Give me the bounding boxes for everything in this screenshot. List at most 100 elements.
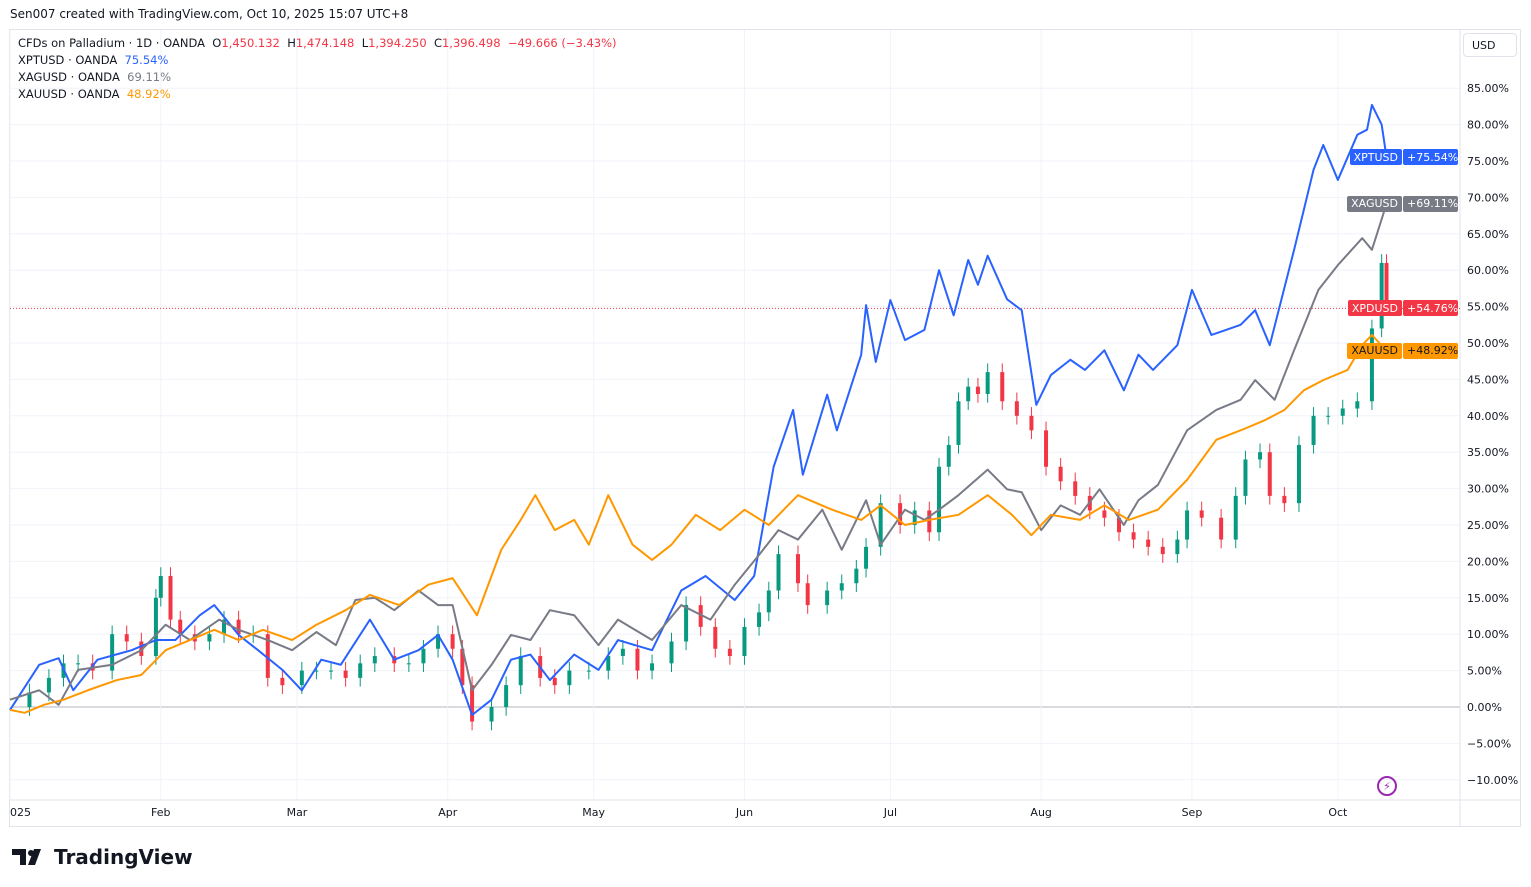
candle-body — [1296, 444, 1301, 504]
candle-body — [110, 634, 115, 671]
x-tick-label: Oct — [1328, 806, 1348, 819]
candle-body — [1219, 517, 1224, 540]
high-label: H — [287, 36, 296, 50]
candle-body — [329, 670, 334, 672]
candle-body — [1355, 401, 1360, 409]
y-tick-label: 45.00% — [1467, 373, 1509, 386]
attribution-text: Sen007 created with TradingView.com, Oct… — [10, 7, 409, 21]
candle-body — [406, 663, 411, 665]
change-value: −49.666 (−3.43%) — [507, 36, 617, 50]
compare-symbol: XAUUSD · OANDA — [18, 87, 120, 101]
candle-body — [1340, 408, 1345, 416]
candle-body — [937, 466, 942, 533]
candle-body — [1102, 510, 1107, 518]
series-line-xptusd — [9, 103, 1388, 717]
candle-body — [946, 444, 951, 467]
candle-body — [669, 641, 674, 664]
candle-body — [864, 546, 869, 569]
main-symbol-title: CFDs on Palladium · 1D · OANDA — [18, 36, 205, 50]
candle-body — [518, 656, 523, 686]
x-tick-label: Apr — [438, 806, 458, 819]
candle-body — [153, 597, 158, 657]
series-line-xauusd — [9, 333, 1388, 714]
candle-body — [265, 634, 270, 678]
legend-xptusd[interactable]: XPTUSD · OANDA 75.54% — [18, 52, 617, 69]
legend-xagusd[interactable]: XAGUSD · OANDA 69.11% — [18, 69, 617, 86]
x-tick-label: Jul — [883, 806, 897, 819]
candle-body — [1160, 546, 1165, 555]
candle-body — [713, 626, 718, 649]
close-value: 1,396.498 — [441, 36, 501, 50]
candle-body — [912, 510, 917, 525]
candle-body — [1014, 401, 1019, 416]
open-value: 1,450.132 — [221, 36, 280, 50]
x-tick-label: Jun — [735, 806, 753, 819]
brand-name: TradingView — [54, 845, 193, 869]
close-label: C — [433, 36, 442, 50]
candle-body — [854, 568, 859, 584]
x-tick-label: May — [582, 806, 605, 819]
price-tag-xagusd: XAGUSD +69.11% — [1347, 195, 1458, 212]
candle-body — [372, 656, 377, 664]
tag-value: +48.92% — [1403, 342, 1458, 359]
flash-icon[interactable]: ⚡ — [1377, 776, 1397, 796]
low-value: 1,394.250 — [368, 36, 427, 50]
candle-body — [1175, 539, 1180, 555]
candle-body — [1185, 510, 1190, 540]
candle-body — [27, 692, 32, 707]
candle-body — [1058, 466, 1063, 482]
currency-button[interactable]: USD — [1463, 33, 1517, 57]
candle-body — [635, 648, 640, 671]
y-tick-label: 25.00% — [1467, 519, 1509, 532]
candle-body — [222, 619, 227, 635]
candle-body — [620, 648, 625, 657]
candle-body — [898, 503, 903, 525]
y-tick-label: 20.00% — [1467, 555, 1509, 568]
price-tag-xptusd: XPTUSD +75.54% — [1349, 149, 1458, 166]
y-tick-label: 65.00% — [1467, 228, 1509, 241]
low-label: L — [361, 36, 369, 50]
candle-body — [1116, 517, 1121, 533]
compare-symbol: XPTUSD · OANDA — [18, 53, 118, 67]
candle-body — [757, 612, 762, 627]
y-tick-label: 0.00% — [1467, 701, 1502, 714]
tradingview-logo[interactable]: TradingView — [12, 845, 193, 869]
legend-main[interactable]: CFDs on Palladium · 1D · OANDA O1,450.13… — [18, 35, 617, 52]
series-line-xagusd — [9, 203, 1388, 706]
y-tick-label: −10.00% — [1467, 774, 1518, 787]
candle-body — [504, 685, 509, 707]
candle-body — [1199, 510, 1204, 518]
candle-body — [742, 626, 747, 657]
candle-body — [1369, 328, 1374, 402]
legend: CFDs on Palladium · 1D · OANDA O1,450.13… — [18, 35, 617, 103]
tag-symbol: XPTUSD — [1349, 149, 1402, 166]
candle-body — [1029, 415, 1034, 431]
candle-body — [1384, 262, 1389, 307]
candle-body — [650, 663, 655, 671]
legend-xauusd[interactable]: XAUUSD · OANDA 48.92% — [18, 86, 617, 103]
candle-body — [825, 590, 830, 606]
candle-body — [684, 605, 689, 642]
candle-body — [124, 634, 129, 642]
tag-symbol: XAGUSD — [1347, 195, 1402, 212]
high-value: 1,474.148 — [295, 36, 355, 50]
compare-value: 69.11% — [127, 70, 172, 84]
y-tick-label: 80.00% — [1467, 119, 1509, 132]
candle-body — [158, 575, 163, 598]
candle-body — [178, 619, 183, 635]
y-tick-label: 30.00% — [1467, 483, 1509, 496]
tag-value: +69.11% — [1403, 195, 1458, 212]
candle-body — [168, 575, 173, 620]
y-tick-label: 55.00% — [1467, 301, 1509, 314]
price-tag-xauusd: XAUUSD +48.92% — [1347, 342, 1458, 359]
candle-body — [489, 707, 494, 722]
candle-body — [1073, 481, 1078, 496]
candle-body — [460, 648, 465, 686]
candle-body — [236, 619, 241, 635]
candle-body — [314, 670, 319, 672]
candle-body — [1044, 430, 1049, 467]
y-tick-label: 60.00% — [1467, 264, 1509, 277]
candle-body — [1311, 415, 1316, 445]
